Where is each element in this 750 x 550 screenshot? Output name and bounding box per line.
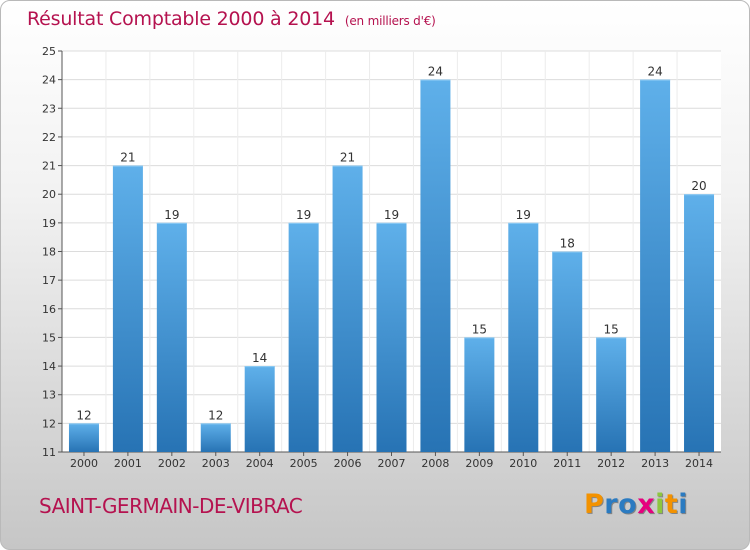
y-tick-label: 21 [42,160,56,173]
bar-2000 [68,423,99,452]
bars: 12 21 19 12 14 19 21 19 24 15 19 18 15 24 20 [68,65,715,453]
y-tick-label: 13 [42,389,56,402]
y-tick-label: 22 [42,131,56,144]
logo-letter: P [584,489,605,520]
x-tick-label-2013: 2013 [641,457,669,470]
x-tick-label-2009: 2009 [465,457,493,470]
y-tick-label: 24 [42,74,56,87]
value-label-2000: 12 [76,408,91,422]
value-label-2010: 19 [516,208,531,222]
x-tick-label-2000: 2000 [70,457,98,470]
y-tick-label: 14 [42,360,56,373]
logo-letter: i [655,489,665,520]
y-tick-label: 16 [42,303,56,316]
x-tick-label-2011: 2011 [553,457,581,470]
bar-2010 [508,222,539,452]
bar-2011 [552,251,583,452]
bar-2004 [244,366,275,452]
x-tick-label-2008: 2008 [421,457,449,470]
bar-2001 [112,165,143,453]
proxiti-logo: Proxiti [584,489,688,520]
bar-2008 [420,79,451,453]
value-label-2001: 21 [120,151,135,165]
value-label-2007: 19 [384,208,399,222]
x-tick-label-2006: 2006 [334,457,362,470]
value-label-2002: 19 [164,208,179,222]
value-label-2005: 19 [296,208,311,222]
title-text: Résultat Comptable 2000 à 2014 [27,8,335,30]
x-tick-label-2007: 2007 [378,457,406,470]
y-tick-label: 23 [42,102,56,115]
bar-2002 [156,222,187,452]
logo-letter: r [604,489,619,520]
bar-2007 [376,222,407,452]
x-tick-label-2005: 2005 [290,457,318,470]
value-label-2008: 24 [428,65,443,79]
value-label-2004: 14 [252,351,267,365]
y-tick-label: 15 [42,331,56,344]
x-tick-label-2012: 2012 [597,457,625,470]
x-tick-label-2001: 2001 [114,457,142,470]
value-label-2014: 20 [691,179,706,193]
bar-2005 [288,222,319,452]
value-label-2003: 12 [208,408,223,422]
value-label-2012: 15 [604,322,619,336]
bar-2006 [332,165,363,453]
chart-title: Résultat Comptable 2000 à 2014 (en millie… [27,8,436,30]
y-tick-label: 20 [42,188,56,201]
bar-2009 [464,337,495,452]
y-tick-label: 12 [42,417,56,430]
bar-2012 [596,337,627,452]
y-tick-label: 11 [42,446,56,459]
x-tick-label-2003: 2003 [202,457,230,470]
bar-2013 [640,79,671,453]
x-tick-label-2014: 2014 [685,457,713,470]
location-name: SAINT-GERMAIN-DE-VIBRAC [39,494,303,518]
unit-note: (en milliers d'€) [344,14,436,28]
value-label-2009: 15 [472,322,487,336]
y-tick-label: 17 [42,274,56,287]
logo-letter: o [618,489,638,520]
bar-2014 [684,194,715,452]
bar-2003 [200,423,231,452]
logo-letter: x [637,489,656,520]
x-tick-label-2002: 2002 [158,457,186,470]
value-label-2006: 21 [340,151,355,165]
y-tick-label: 18 [42,246,56,259]
value-label-2013: 24 [647,65,662,79]
x-tick-label-2010: 2010 [509,457,537,470]
value-label-2011: 18 [560,237,575,251]
y-tick-label: 25 [42,45,56,58]
logo-letter: t [664,489,679,520]
x-tick-label-2004: 2004 [246,457,274,470]
y-tick-label: 19 [42,217,56,230]
logo-letter: i [678,489,689,520]
